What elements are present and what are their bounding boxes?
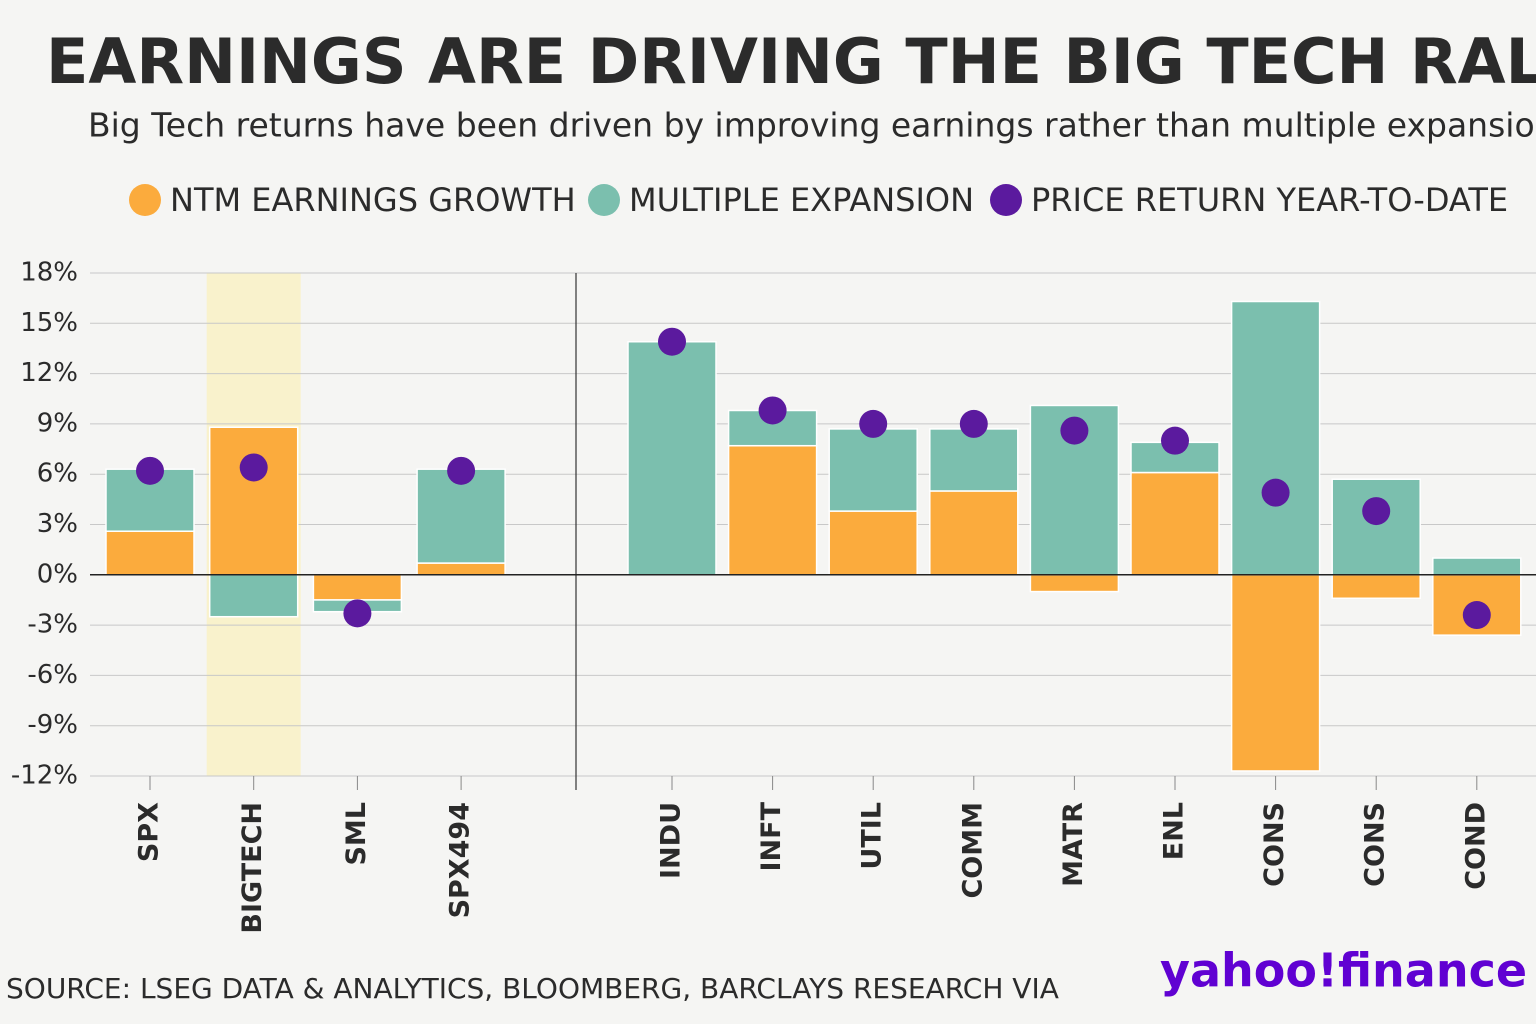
bar-segment <box>208 426 299 576</box>
x-tick-label: MATR <box>1058 802 1089 887</box>
y-tick-label: 15% <box>20 308 78 338</box>
legend-label: MULTIPLE EXPANSION <box>629 181 974 219</box>
x-tick-label: SPX <box>134 802 165 862</box>
price-dot <box>1161 426 1189 455</box>
bar-segment <box>208 574 299 618</box>
price-dot <box>239 453 268 482</box>
bar-segment <box>1230 300 1321 576</box>
y-tick-label: 12% <box>20 358 78 388</box>
price-dot <box>758 396 787 425</box>
bar-segment <box>1029 574 1120 593</box>
price-dot <box>658 327 686 356</box>
x-tick-label: SML <box>341 802 372 866</box>
bar-segment <box>1230 574 1321 772</box>
bar-segment <box>1331 574 1421 600</box>
bar-segment <box>1432 557 1522 576</box>
price-dot <box>859 409 888 438</box>
bar-segment <box>1130 471 1220 576</box>
x-tick-label: CONS <box>1259 802 1290 887</box>
x-tick-label: SPX494 <box>445 802 476 918</box>
x-tick-label: COMM <box>957 802 988 899</box>
price-dot <box>1462 601 1491 630</box>
bar-segment <box>929 490 1019 576</box>
legend-label: PRICE RETURN YEAR-TO-DATE <box>1031 181 1508 219</box>
legend-label: NTM EARNINGS GROWTH <box>170 181 576 219</box>
bar-segment <box>929 428 1019 492</box>
y-tick-label: -3% <box>27 610 78 640</box>
x-tick-label: INFT <box>756 801 787 871</box>
x-tick-label: COND <box>1460 802 1491 890</box>
y-tick-label: -6% <box>27 660 78 690</box>
chart-title: EARNINGS ARE DRIVING THE BIG TECH RALLY <box>46 25 1536 98</box>
bar-segment <box>627 340 717 576</box>
price-dot <box>447 456 476 485</box>
price-dot <box>1261 478 1290 507</box>
legend-swatch <box>990 184 1022 216</box>
price-dot <box>343 599 372 628</box>
y-tick-label: -12% <box>11 761 78 791</box>
bar-segment <box>416 562 506 576</box>
price-dot <box>1060 416 1089 445</box>
y-tick-label: 0% <box>37 559 78 589</box>
bar-segment <box>828 428 918 512</box>
bar-segment <box>1331 478 1421 576</box>
y-tick-label: 18% <box>20 258 78 288</box>
y-tick-label: 9% <box>37 408 78 438</box>
y-tick-label: -9% <box>27 710 78 740</box>
bar-segment <box>105 530 195 576</box>
bar-segment <box>312 574 403 601</box>
bar-segment <box>727 444 818 576</box>
price-dot <box>1362 497 1391 526</box>
legend-swatch <box>129 184 161 216</box>
y-tick-label: 3% <box>37 509 78 539</box>
logo: yahoo!finance <box>1160 944 1527 998</box>
legend-swatch <box>588 184 620 216</box>
source: SOURCE: LSEG DATA & ANALYTICS, BLOOMBERG… <box>6 972 1059 1005</box>
x-tick-label: INDU <box>656 802 687 879</box>
chart-subtitle: Big Tech returns have been driven by imp… <box>88 106 1536 145</box>
y-tick-label: 6% <box>37 459 78 489</box>
bar-segment <box>828 510 918 576</box>
x-tick-label: CONS <box>1360 802 1391 887</box>
price-dot <box>959 409 988 438</box>
x-tick-label: BIGTECH <box>237 802 268 934</box>
x-tick-label: UTIL <box>857 802 888 870</box>
price-dot <box>136 456 164 485</box>
x-tick-label: ENL <box>1159 802 1190 860</box>
